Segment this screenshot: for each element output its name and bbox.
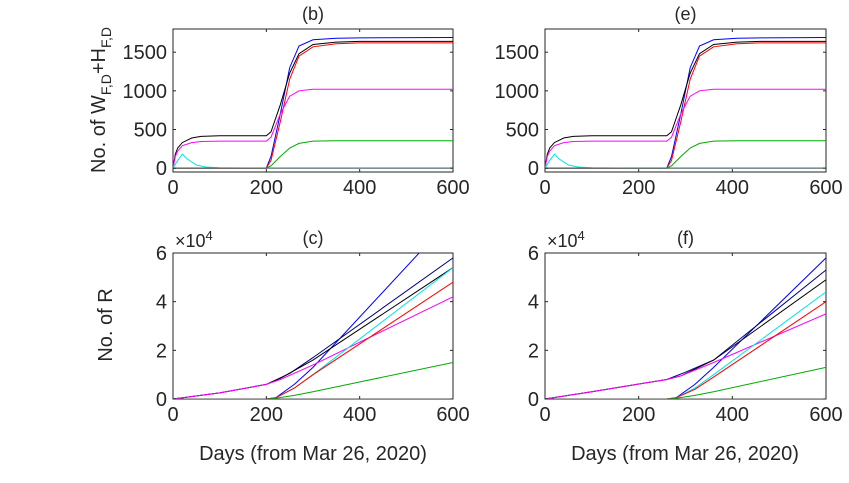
y-tick-label: 6 — [156, 243, 167, 265]
x-tick-label: 600 — [809, 404, 842, 426]
panel-f: 0 200 400 600 0 2 4 6 (f) ×104 — [528, 228, 843, 426]
y-tick-label: 0 — [528, 158, 539, 180]
x-tick-label: 600 — [809, 177, 842, 199]
panel-b: 0 200 400 600 0 500 1000 1500 (b) — [123, 4, 470, 199]
plot-area — [544, 252, 827, 400]
panel-title: (b) — [302, 4, 324, 24]
x-tick-label: 200 — [622, 177, 655, 199]
y-tick-label: 1500 — [123, 42, 168, 64]
panel-title: (e) — [675, 4, 697, 24]
series-line-3 — [545, 313, 826, 399]
x-tick-label: 200 — [250, 404, 283, 426]
series-line-5 — [173, 281, 453, 399]
x-tick-label: 600 — [436, 177, 469, 199]
x-tick-label: 0 — [539, 404, 550, 426]
series-line-0 — [545, 257, 826, 399]
series-line-1 — [545, 40, 826, 169]
y-tick-label: 500 — [506, 119, 539, 141]
x-tick-label: 0 — [167, 404, 178, 426]
axis-multiplier: ×104 — [547, 228, 585, 251]
xlabel-right: Days (from Mar 26, 2020) — [571, 443, 799, 465]
series-line-5 — [545, 301, 826, 399]
series-line-6 — [545, 366, 826, 399]
plot-area — [172, 252, 454, 400]
x-tick-label: 200 — [622, 404, 655, 426]
y-tick-label: 0 — [156, 158, 167, 180]
series-line-4 — [545, 291, 826, 399]
plot-area — [172, 28, 454, 173]
x-tick-label: 400 — [343, 404, 376, 426]
x-tick-label: 0 — [167, 177, 178, 199]
ylabel-bottom: No. of R — [95, 288, 117, 361]
y-tick-label: 4 — [528, 292, 539, 314]
y-tick-label: 1500 — [495, 42, 540, 64]
y-tick-label: 500 — [134, 119, 167, 141]
panel-title: (f) — [677, 228, 694, 248]
y-tick-label: 1000 — [495, 81, 540, 103]
x-tick-label: 200 — [250, 177, 283, 199]
x-tick-label: 400 — [716, 177, 749, 199]
panel-c: 0 200 400 600 0 2 4 6 (c) ×104 — [156, 228, 470, 426]
x-tick-label: 400 — [343, 177, 376, 199]
series-line-1 — [173, 40, 453, 169]
series-line-0 — [173, 253, 420, 399]
y-tick-label: 0 — [528, 389, 539, 411]
series-line-3 — [173, 88, 453, 169]
x-tick-label: 400 — [716, 404, 749, 426]
ylabel-top: No. of WF,D+HF,D — [88, 27, 114, 173]
y-tick-label: 4 — [156, 292, 167, 314]
x-tick-label: 600 — [436, 404, 469, 426]
y-tick-label: 0 — [156, 389, 167, 411]
y-tick-label: 2 — [528, 340, 539, 362]
x-tick-label: 0 — [539, 177, 550, 199]
y-tick-label: 6 — [528, 243, 539, 265]
xlabel-left: Days (from Mar 26, 2020) — [199, 443, 427, 465]
axis-multiplier: ×104 — [175, 228, 213, 251]
series-line-3 — [173, 296, 453, 399]
series-line-3 — [545, 88, 826, 169]
panel-e: 0 200 400 600 0 500 1000 1500 (e) — [495, 4, 843, 199]
y-tick-label: 1000 — [123, 81, 168, 103]
y-tick-label: 2 — [156, 340, 167, 362]
panel-title: (c) — [303, 228, 324, 248]
series-line-6 — [173, 362, 453, 399]
